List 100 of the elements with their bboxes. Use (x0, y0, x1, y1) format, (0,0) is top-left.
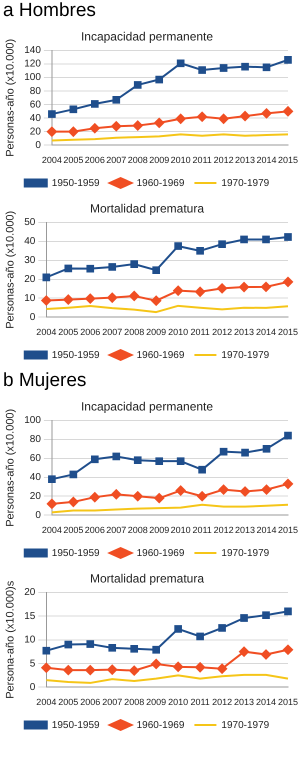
point (240, 111, 250, 122)
point (111, 121, 122, 132)
x-tick-label: 2013 (234, 697, 254, 708)
point (284, 608, 292, 616)
point (64, 264, 72, 272)
point (68, 126, 78, 137)
x-tick-label: 2006 (84, 155, 105, 166)
point (107, 664, 118, 675)
x-tick-label: 2007 (102, 327, 122, 338)
point (86, 640, 94, 648)
point (262, 445, 270, 453)
x-tick-label: 2010 (168, 327, 188, 338)
point (176, 59, 184, 68)
x-tick-label: 2012 (212, 327, 232, 338)
legend-label: 1950-1959 (52, 720, 100, 731)
y-axis-title: Persona-año (x10.000)s (4, 580, 17, 699)
point (41, 662, 52, 673)
point (198, 466, 206, 474)
point (173, 286, 184, 296)
x-tick-label: 2012 (214, 155, 234, 166)
point (86, 264, 94, 272)
point (217, 283, 228, 294)
point (176, 457, 184, 465)
chart-title: Mortalidad prematura (90, 572, 204, 586)
point (197, 491, 208, 502)
point (282, 106, 293, 116)
point (196, 632, 204, 640)
point (42, 274, 50, 282)
x-tick-label: 2015 (278, 525, 298, 536)
point (218, 484, 229, 495)
x-tick-label: 2012 (214, 525, 234, 536)
y-tick-label: 0 (35, 510, 42, 521)
legend-label: 1970-1979 (221, 720, 270, 731)
x-tick-label: 2011 (192, 525, 212, 536)
point (42, 646, 50, 655)
point (46, 498, 57, 509)
point (63, 294, 74, 305)
point (241, 448, 249, 456)
legend-label: 1970-1979 (221, 548, 270, 559)
y-tick-label: 120 (24, 58, 42, 70)
point (111, 489, 122, 500)
point (112, 96, 120, 104)
point (220, 448, 228, 456)
x-tick-label: 2009 (146, 697, 166, 708)
x-tick-label: 2005 (58, 327, 78, 338)
chart-title: Incapacidad permanente (80, 400, 214, 414)
point (239, 646, 250, 657)
chart-title: Incapacidad permanente (80, 30, 214, 44)
point (132, 491, 143, 502)
x-tick-label: 2006 (80, 697, 100, 708)
point (48, 110, 56, 118)
legend-label: 1970-1979 (221, 178, 270, 189)
x-tick-label: 2009 (149, 525, 170, 536)
point (284, 432, 292, 440)
point (218, 240, 226, 248)
x-tick-label: 2008 (124, 327, 144, 338)
point (134, 81, 142, 89)
point (240, 486, 250, 496)
point (152, 266, 160, 274)
point (90, 492, 100, 502)
point (48, 475, 56, 484)
chart-title: Mortalidad prematura (90, 202, 204, 216)
point (90, 100, 99, 108)
x-tick-label: 2015 (278, 327, 298, 338)
point (174, 625, 182, 633)
point (108, 644, 116, 652)
legend-label: 1970-1979 (221, 350, 270, 361)
x-tick-label: 2015 (278, 697, 298, 708)
point (261, 649, 272, 660)
y-tick-label: 0 (35, 140, 42, 151)
y-tick-label: 0 (30, 682, 36, 693)
x-tick-label: 2006 (84, 525, 105, 536)
x-tick-label: 2013 (235, 155, 256, 166)
point (284, 233, 292, 241)
x-tick-label: 2009 (149, 155, 170, 166)
y-tick-label: 100 (24, 72, 42, 84)
point (284, 56, 292, 64)
point (217, 664, 228, 674)
point (261, 282, 272, 292)
point (240, 614, 248, 622)
point (151, 296, 162, 306)
y-tick-label: 40 (24, 236, 36, 248)
point (155, 76, 164, 84)
point (129, 666, 140, 676)
x-tick-label: 2010 (170, 525, 191, 536)
x-tick-label: 2013 (235, 525, 256, 536)
x-tick-label: 2011 (190, 697, 210, 708)
y-tick-label: 20 (30, 490, 42, 502)
point (154, 493, 164, 504)
x-tick-label: 2014 (256, 697, 276, 708)
y-axis-title: Personas-año (x10.000) (4, 38, 17, 157)
legend-label: 1960-1969 (136, 548, 185, 559)
point (218, 114, 229, 124)
x-tick-label: 2014 (256, 327, 276, 338)
point (262, 64, 270, 72)
x-tick-label: 2004 (42, 525, 62, 536)
x-tick-label: 2010 (168, 697, 188, 708)
y-tick-label: 80 (30, 434, 42, 446)
point (176, 486, 186, 496)
x-tick-label: 2005 (63, 525, 84, 536)
